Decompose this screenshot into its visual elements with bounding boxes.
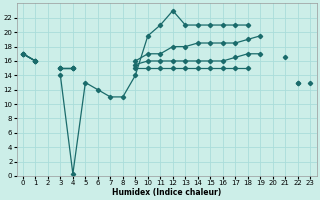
X-axis label: Humidex (Indice chaleur): Humidex (Indice chaleur) bbox=[112, 188, 221, 197]
